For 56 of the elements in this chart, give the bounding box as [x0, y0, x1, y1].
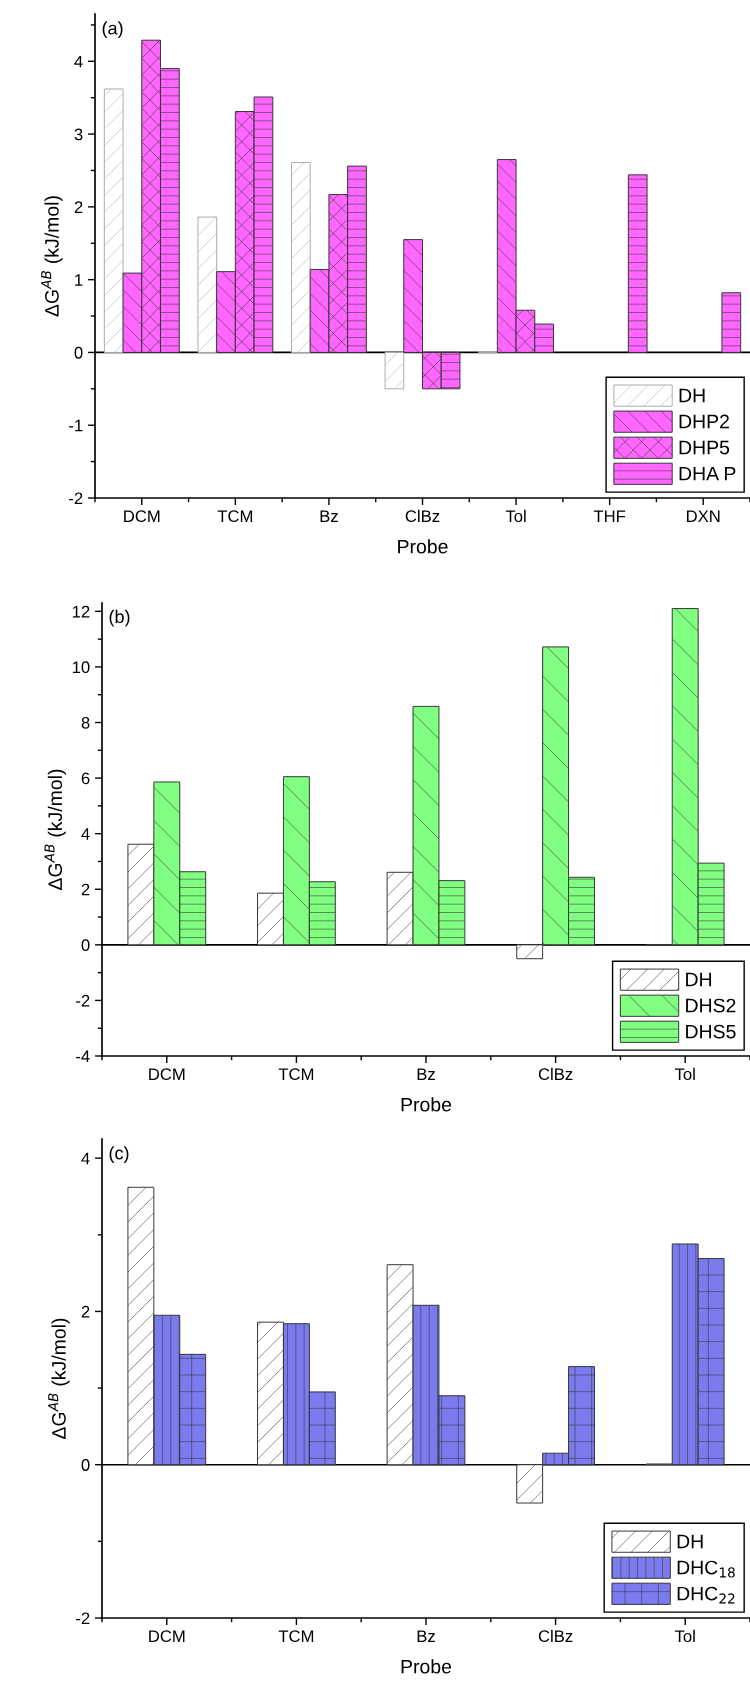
- y-tick-label: 0: [81, 939, 90, 952]
- y-tick-label: 4: [74, 55, 83, 68]
- legend-label: DHC$_{22}$: [677, 1586, 735, 1604]
- y-tick-label: 4: [81, 1152, 90, 1165]
- x-axis-title: Probe: [401, 1659, 452, 1674]
- legend-label: DHA P: [679, 466, 736, 481]
- y-axis-title: ΔG$^{AB}$ (kJ/mol): [41, 196, 63, 317]
- x-tick-label: DXN: [686, 510, 720, 522]
- x-tick-label: TCM: [217, 510, 253, 523]
- y-tick-label: 2: [81, 1305, 90, 1318]
- y-tick-label: 3: [74, 128, 83, 141]
- chart-title: (a): [102, 21, 123, 39]
- y-tick-label: -2: [76, 994, 90, 1007]
- y-tick-label: -2: [69, 492, 83, 505]
- legend-label: DH: [679, 388, 705, 403]
- legend-label: DHS2: [686, 998, 736, 1013]
- legend-label: DH: [677, 1534, 703, 1549]
- y-tick-label: -1: [69, 419, 83, 432]
- x-tick-label: Bz: [417, 1630, 435, 1642]
- x-axis-title: Probe: [401, 1097, 452, 1112]
- y-tick-label: 4: [81, 828, 90, 840]
- y-tick-label: 6: [81, 772, 90, 785]
- chart-title: (c): [109, 1146, 129, 1164]
- y-tick-label: -4: [76, 1050, 90, 1063]
- x-tick-label: Bz: [417, 1068, 435, 1080]
- x-tick-label: Tol: [674, 1067, 695, 1081]
- x-tick-label: Tol: [505, 509, 526, 523]
- x-tick-label: Tol: [674, 1629, 695, 1643]
- x-axis-title: Probe: [398, 539, 448, 554]
- x-tick-label: TCM: [278, 1630, 314, 1643]
- x-tick-label: Bz: [320, 510, 338, 522]
- legend-label: DHP5: [679, 440, 730, 455]
- legend-label: DHS5: [686, 1024, 736, 1039]
- y-tick-label: 1: [75, 274, 83, 286]
- y-tick-label: 8: [81, 716, 90, 729]
- y-tick-label: 2: [74, 201, 83, 213]
- y-axis-title: ΔG$^{AB}$ (kJ/mol): [44, 769, 66, 890]
- y-tick-label: 2: [81, 883, 90, 896]
- x-tick-label: DCM: [149, 1068, 185, 1081]
- y-axis-title: ΔG$^{AB}$ (kJ/mol): [48, 1318, 70, 1439]
- x-tick-label: ClBz: [405, 509, 440, 523]
- x-tick-label: DCM: [124, 510, 160, 523]
- y-tick-label: 10: [72, 661, 90, 674]
- legend-label: DH: [686, 972, 712, 987]
- x-tick-label: TCM: [278, 1068, 314, 1081]
- x-tick-label: ClBz: [538, 1067, 573, 1081]
- y-tick-label: 12: [72, 605, 90, 618]
- x-tick-label: ClBz: [538, 1629, 573, 1643]
- x-tick-label: DCM: [149, 1630, 185, 1643]
- y-tick-label: 0: [74, 346, 83, 359]
- x-tick-label: THF: [593, 510, 626, 522]
- y-tick-label: -2: [76, 1612, 90, 1625]
- legend-label: DHP2: [679, 414, 729, 429]
- legend-label: DHC$_{18}$: [677, 1560, 735, 1578]
- chart-title: (b): [109, 609, 130, 627]
- y-tick-label: 0: [81, 1459, 90, 1471]
